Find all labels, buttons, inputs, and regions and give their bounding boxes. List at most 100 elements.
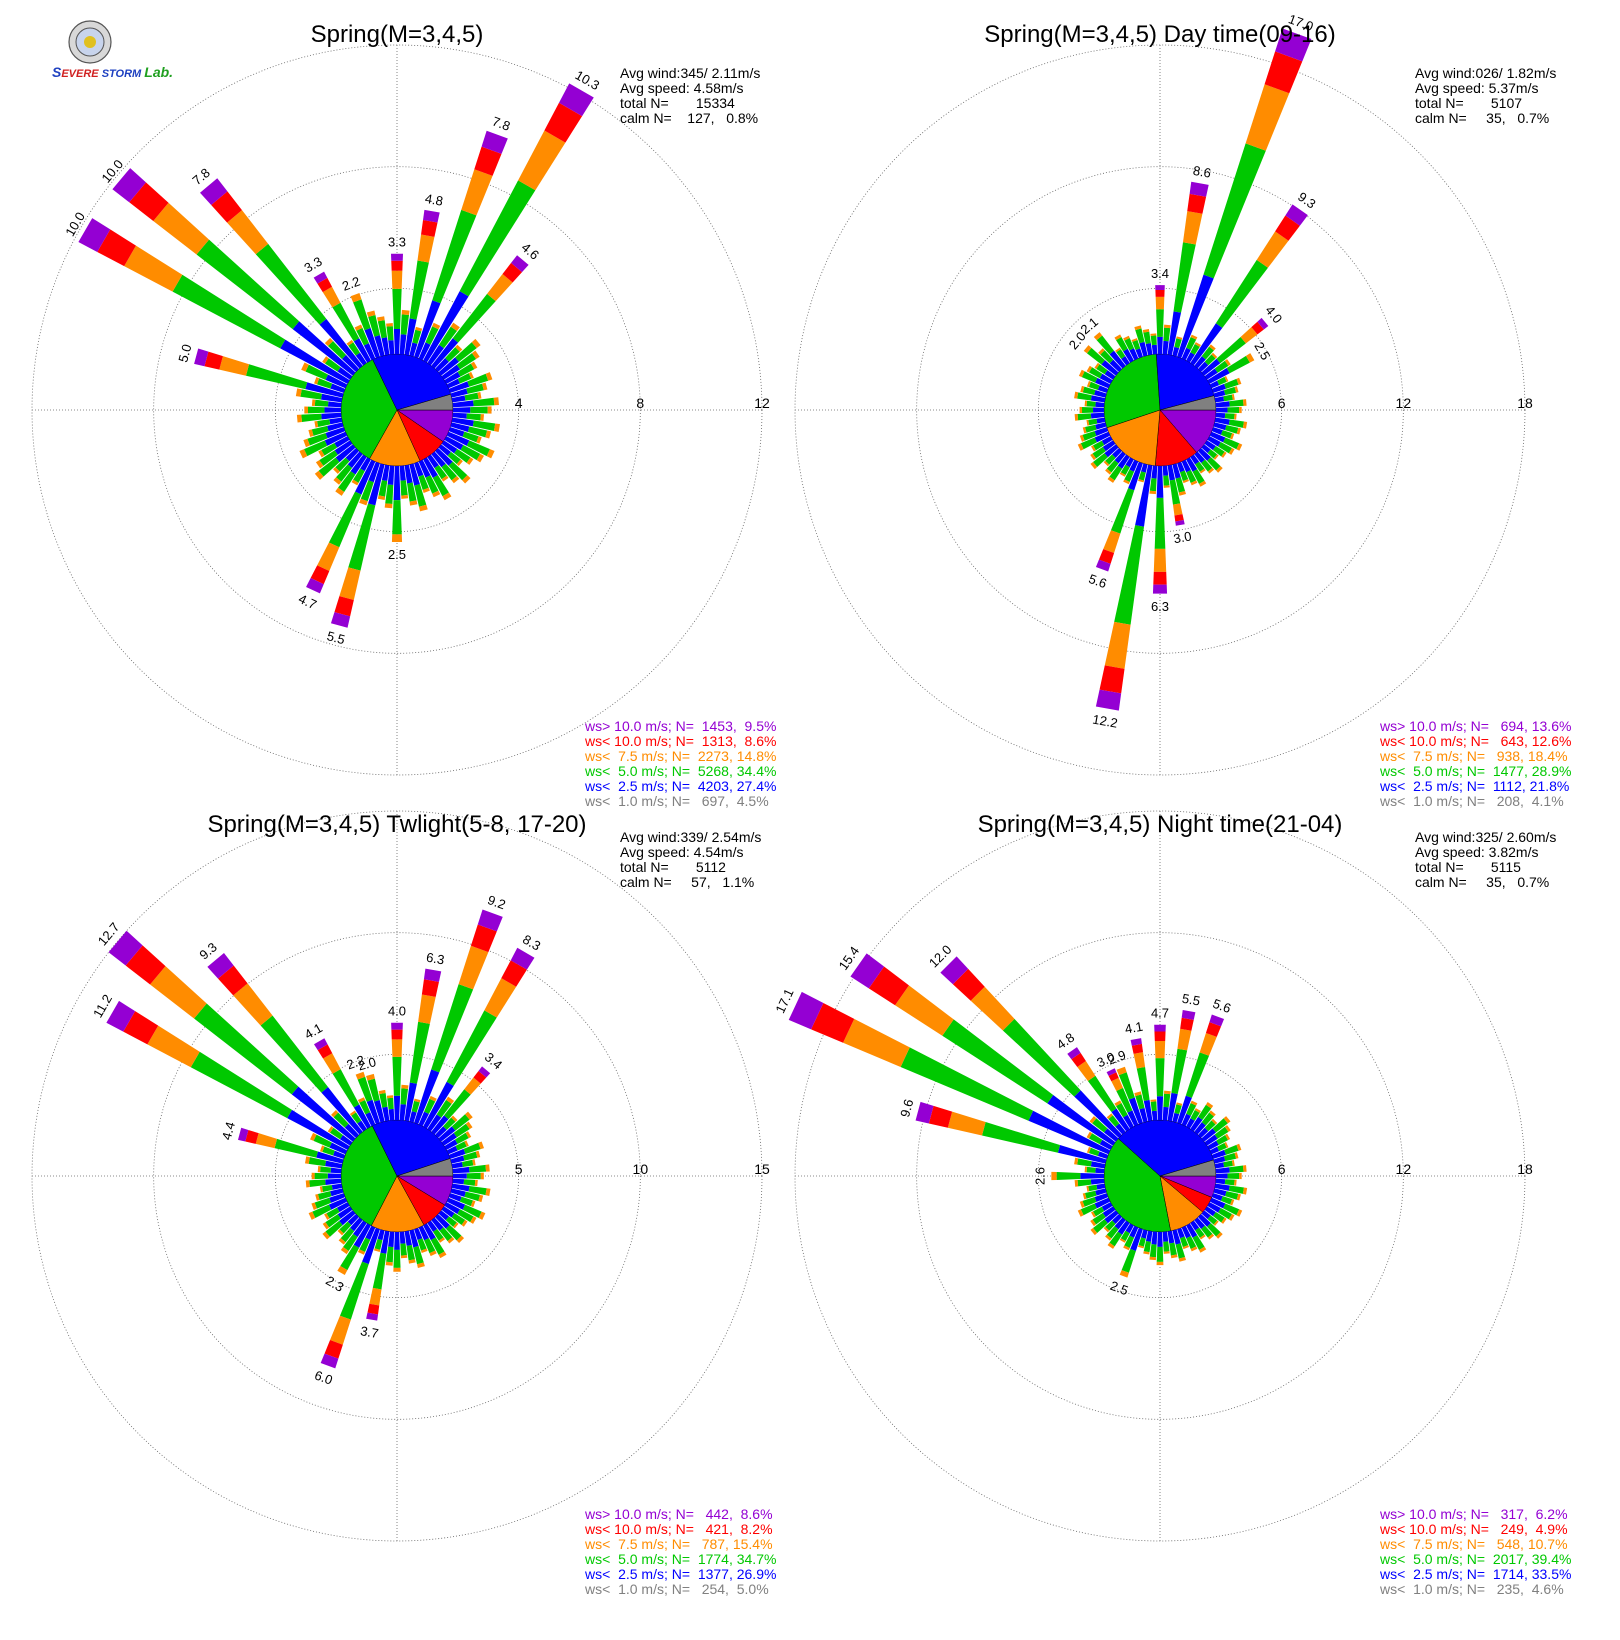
wind-bar-segment — [1078, 1179, 1092, 1186]
legend-entry: ws< 2.5 m/s; N= 1112, 21.8% — [1380, 779, 1571, 794]
wind-bar-segment — [1228, 407, 1240, 413]
wind-rose-chart: 6 12 184.75.5 5.64.12.93.04.812.015.417.19.… — [795, 796, 1590, 1616]
legend-entry: ws< 7.5 m/s; N= 548, 10.7% — [1380, 1537, 1571, 1552]
wind-bar-segment — [1216, 407, 1228, 412]
wind-bar-segment — [410, 260, 429, 319]
stats-line: Avg speed: 4.54m/s — [620, 845, 761, 860]
wind-bar-segment — [1216, 1179, 1226, 1184]
wind-bar-segment — [401, 1255, 407, 1258]
ring-tick-label: 18 — [1517, 1161, 1533, 1177]
legend-entry: ws< 5.0 m/s; N= 1774, 34.7% — [585, 1552, 776, 1567]
wind-bar-segment — [470, 407, 487, 414]
wind-bar-segment — [1155, 290, 1164, 297]
wind-bar-segment — [1229, 1166, 1243, 1173]
bar-total-label: 6.3 — [425, 950, 445, 968]
bar-total-label: 6.3 — [1151, 599, 1169, 614]
wind-bar-segment — [1151, 466, 1157, 479]
chart-title: Spring(M=3,4,5) Day time(09-16) — [960, 22, 1360, 48]
wind-bar-segment — [1157, 466, 1164, 498]
chart-title: Spring(M=3,4,5) Night time(21-04) — [960, 812, 1360, 838]
wind-bar-segment — [480, 414, 484, 421]
legend-entry: ws< 5.0 m/s; N= 1477, 28.9% — [1380, 764, 1571, 779]
wind-bar-segment — [386, 1247, 393, 1263]
stats-line: total N= 15334 — [620, 96, 760, 111]
ring-tick-label: 15 — [754, 1161, 770, 1177]
wind-bar-segment — [1229, 400, 1243, 407]
wind-bar-segment — [391, 261, 402, 271]
bar-total-label: 4.7 — [1151, 1006, 1169, 1021]
wind-bar-segment — [1239, 1173, 1242, 1179]
ring-tick-label: 5 — [515, 1161, 523, 1177]
wind-bar-segment — [417, 234, 434, 262]
wind-bar-segment — [400, 1232, 406, 1244]
wind-bar-segment — [306, 1180, 310, 1187]
bar-total-label: 4.0 — [1262, 303, 1285, 326]
wind-bar-segment — [325, 407, 342, 413]
wind-bar-segment — [1243, 399, 1247, 406]
wind-bar-segment — [494, 397, 499, 405]
wind-bar-segment — [173, 275, 286, 349]
wind-bar-segment — [1096, 1184, 1105, 1190]
wind-bar-segment — [1155, 285, 1165, 290]
wind-bar-segment — [1163, 1107, 1169, 1121]
wind-bar-segment — [1100, 665, 1125, 693]
wind-bar-segment — [320, 1166, 331, 1172]
wind-bar-segment — [401, 1088, 408, 1104]
wind-bar-segment — [1157, 1247, 1164, 1262]
legend-entry: ws< 10.0 m/s; N= 249, 4.9% — [1380, 1522, 1571, 1537]
wind-bar-segment — [386, 323, 393, 327]
wind-bar-segment — [488, 406, 492, 413]
stats-line: Avg speed: 3.82m/s — [1415, 845, 1556, 860]
wind-bar-segment — [1177, 1029, 1191, 1051]
wind-bar-segment — [1152, 345, 1157, 355]
wind-bar-segment — [1157, 1232, 1162, 1247]
wind-bar-segment — [256, 1133, 277, 1148]
wind-bar-segment — [322, 1185, 333, 1192]
wind-bar-segment — [421, 220, 437, 237]
stats-block: Avg wind:325/ 2.60m/s Avg speed: 3.82m/s t… — [1415, 830, 1556, 890]
wind-bar-segment — [315, 400, 329, 407]
stats-line: calm N= 35, 0.7% — [1415, 875, 1556, 890]
stats-line: Avg wind:345/ 2.11m/s — [620, 66, 760, 81]
wind-bar-segment — [394, 1232, 400, 1250]
wind-rose-panel: 5 10 15 6.3 9.2 8.3 3.4 4.0 2.0 2.2 4.1 9.3 12.7 11.2… — [0, 796, 795, 1616]
wind-bar-segment — [369, 1288, 381, 1306]
wind-bar-segment — [1183, 211, 1202, 244]
legend-entry: ws< 7.5 m/s; N= 787, 15.4% — [585, 1537, 776, 1552]
wind-bar-segment — [373, 1253, 387, 1290]
wind-bar-segment — [400, 480, 407, 495]
bar-total-label: 2.5 — [388, 547, 406, 562]
wind-bar-segment — [401, 1085, 408, 1089]
wind-bar-segment — [1111, 488, 1134, 533]
wind-bar-segment — [418, 994, 436, 1023]
wind-bar-segment — [1051, 1172, 1056, 1180]
bar-total-label: 7.8 — [490, 113, 512, 133]
wind-bar-segment — [1163, 1241, 1169, 1251]
wind-bar-segment — [392, 1057, 401, 1096]
bar-total-label: 9.6 — [897, 1097, 916, 1118]
wind-bar-segment — [392, 271, 403, 289]
wind-bar-segment — [391, 254, 403, 261]
wind-bar-segment — [518, 130, 565, 190]
wind-bar-segment — [394, 329, 400, 354]
wind-bar-segment — [1216, 1167, 1230, 1173]
wind-bar-segment — [1105, 622, 1131, 669]
legend-entry: ws> 10.0 m/s; N= 442, 8.6% — [585, 1507, 776, 1522]
wind-bar-segment — [1096, 690, 1121, 711]
wind-bar-segment — [387, 1095, 393, 1098]
wind-bar-segment — [1163, 466, 1169, 476]
bar-total-label: 4.0 — [388, 1004, 406, 1019]
bar-total-label: 8.6 — [1192, 163, 1212, 181]
bar-total-label: 4.1 — [302, 1020, 325, 1042]
legend-entry: ws> 10.0 m/s; N= 694, 13.6% — [1380, 719, 1571, 734]
wind-bar-segment — [1154, 1031, 1165, 1041]
ring-tick-label: 6 — [1278, 395, 1286, 411]
ring-tick-label: 6 — [1278, 1161, 1286, 1177]
ring-tick-label: 12 — [1396, 395, 1412, 411]
wind-bar-segment — [1153, 585, 1167, 594]
wind-bar-segment — [124, 246, 182, 292]
wind-bar-segment — [1156, 297, 1165, 309]
wind-bar-segment — [1163, 328, 1170, 342]
wind-bar-segment — [315, 1173, 328, 1179]
wind-bar-segment — [1186, 1052, 1209, 1097]
